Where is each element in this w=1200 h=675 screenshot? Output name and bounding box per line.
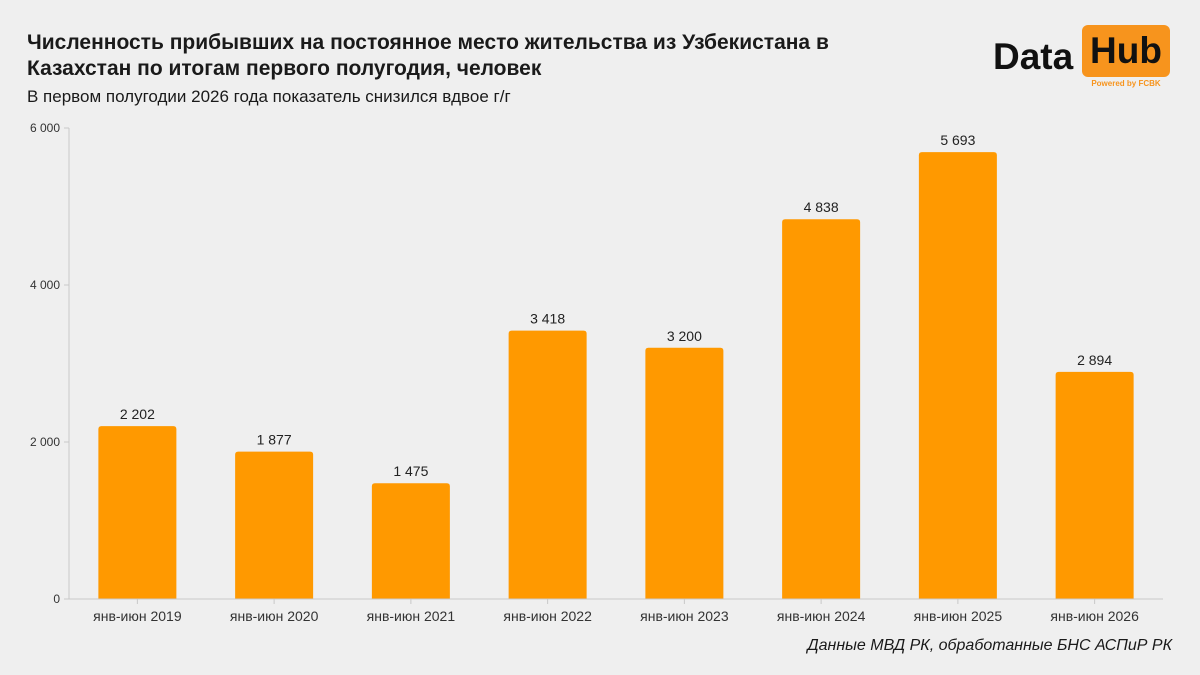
x-tick-label: янв-июн 2019 — [93, 608, 182, 624]
bars: 2 202 1 877 1 475 3 418 3 200 4 838 5 693 2 894 — [98, 132, 1134, 600]
bar — [645, 347, 724, 599]
bar-value-label: 5 693 — [940, 132, 975, 148]
bar-value-label: 3 418 — [530, 311, 565, 327]
y-axis: 0 2 000 4 000 6 000 — [30, 121, 70, 606]
datahub-logo: Data Hub Powered by FCBK — [993, 25, 1173, 95]
x-tick-label: янв-июн 2020 — [230, 608, 319, 624]
bar — [918, 152, 997, 600]
x-tick-label: янв-июн 2022 — [503, 608, 592, 624]
bar — [98, 426, 177, 599]
x-tick-label: янв-июн 2021 — [367, 608, 456, 624]
bar-value-label: 2 202 — [120, 406, 155, 422]
chart-title: Численность прибывших на постоянное мест… — [27, 31, 829, 80]
logo-word-hub: Hub — [1082, 25, 1170, 77]
bar — [235, 451, 314, 599]
bar-value-label: 1 475 — [393, 463, 428, 479]
x-tick-label: янв-июн 2023 — [640, 608, 729, 624]
logo-word-data: Data — [993, 36, 1074, 77]
bar — [782, 219, 861, 600]
source-note: Данные МВД РК, обработанные БНС АСПиР РК — [807, 637, 1172, 654]
bar-value-label: 1 877 — [257, 432, 292, 448]
bar — [508, 330, 587, 599]
y-tick-label: 4 000 — [30, 278, 60, 292]
chart-subtitle: В первом полугодии 2026 года показатель … — [27, 87, 511, 106]
x-axis: янв-июн 2019 янв-июн 2020 янв-июн 2021 янв-… — [69, 598, 1163, 624]
y-tick-label: 2 000 — [30, 435, 60, 449]
y-tick-label: 6 000 — [30, 121, 60, 135]
bar-value-label: 4 838 — [804, 199, 839, 215]
bar-value-label: 2 894 — [1077, 352, 1112, 368]
x-tick-label: янв-июн 2025 — [914, 608, 1003, 624]
bar-value-label: 3 200 — [667, 328, 702, 344]
bar — [1055, 371, 1134, 599]
x-tick-label: янв-июн 2026 — [1050, 608, 1139, 624]
y-tick-label: 0 — [53, 592, 60, 606]
bar — [371, 483, 450, 599]
x-tick-label: янв-июн 2024 — [777, 608, 866, 624]
logo-tagline: Powered by FCBK — [1091, 79, 1161, 88]
